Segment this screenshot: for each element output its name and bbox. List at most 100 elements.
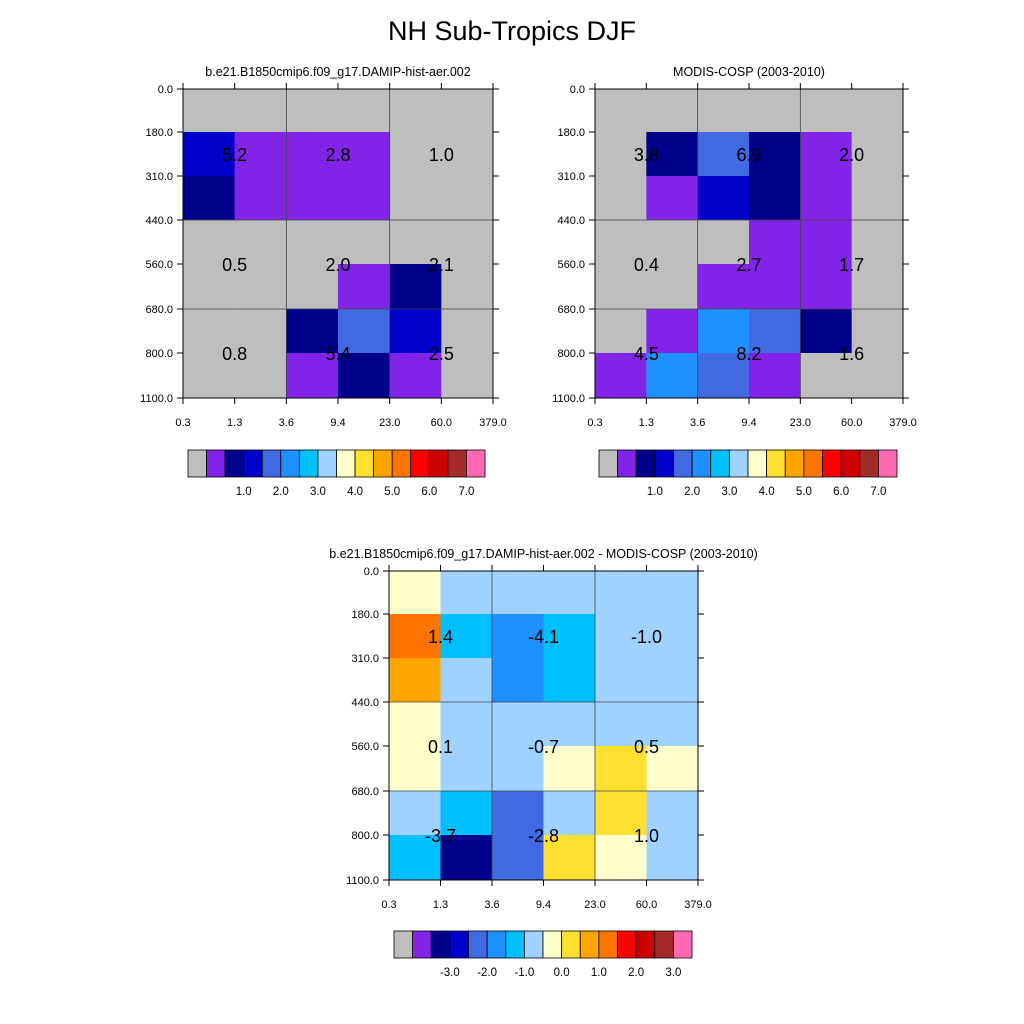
panel-title: MODIS-COSP (2003-2010) (673, 65, 825, 79)
colorbar-swatch (822, 449, 842, 478)
colorbar-swatch (728, 449, 749, 478)
heatmap-cell (851, 176, 904, 221)
heatmap-cell (646, 176, 698, 221)
heatmap-cell (749, 176, 801, 221)
y-tick-label: 800.0 (351, 830, 379, 842)
heatmap-cell (389, 746, 441, 792)
colorbar-swatch (447, 449, 467, 478)
y-tick-label: 440.0 (145, 215, 173, 227)
heatmap-cell (595, 176, 647, 221)
heatmap-cell (800, 264, 852, 310)
cell-annotation: 2.1 (429, 255, 454, 275)
heatmap-cell (234, 353, 287, 399)
colorbar-swatch (598, 449, 619, 478)
colorbar-swatch (859, 449, 879, 478)
y-tick-label: 180.0 (145, 127, 173, 139)
heatmap-cell (492, 702, 544, 747)
colorbar-swatch (317, 449, 337, 478)
colorbar-label: 5.0 (796, 486, 812, 498)
x-tick-label: 3.6 (690, 417, 705, 429)
heatmap-cell (646, 132, 698, 177)
cell-annotation: 6.9 (736, 145, 761, 165)
colorbar-swatch (206, 449, 226, 478)
heatmap-cell (646, 746, 699, 792)
x-tick-label: 60.0 (431, 417, 452, 429)
heatmap-cell (389, 353, 442, 399)
heatmap-cell (389, 571, 441, 615)
colorbar: -3.0 -2.0 -1.0 0.0 1.0 2.0 3.0 (393, 930, 693, 979)
y-tick-label: 680.0 (145, 304, 173, 316)
colorbar-swatch (803, 449, 823, 478)
x-tick-label: 23.0 (379, 417, 400, 429)
y-tick-label: 680.0 (351, 786, 379, 798)
heatmap-cell (183, 89, 235, 133)
heatmap-cell (697, 264, 750, 310)
heatmap-cell (440, 746, 493, 792)
colorbar-label: 7.0 (870, 486, 886, 498)
cell-annotation: 4.5 (634, 344, 659, 364)
heatmap-cell (492, 614, 544, 659)
colorbar-swatch (672, 930, 693, 959)
heatmap-cell (492, 746, 544, 792)
y-tick-label: 310.0 (557, 171, 585, 183)
y-tick-label: 1100.0 (346, 875, 379, 887)
x-tick-label: 0.3 (381, 899, 396, 911)
heatmap-cell (595, 353, 647, 399)
heatmap-cell (492, 791, 544, 836)
colorbar-swatch (840, 449, 861, 478)
heatmap-cell (440, 791, 493, 836)
heatmap-cell (646, 353, 698, 399)
colorbar-swatch (393, 930, 414, 959)
heatmap-cell (595, 89, 647, 133)
heatmap-cell (646, 658, 699, 703)
colorbar-label: 0.0 (554, 967, 570, 979)
heatmap-cell (440, 702, 493, 747)
x-tick-label: 379.0 (889, 417, 917, 429)
colorbar-swatch (617, 930, 637, 959)
y-tick-label: 310.0 (145, 171, 173, 183)
y-tick-label: 0.0 (364, 566, 379, 578)
x-tick-label: 9.4 (330, 417, 345, 429)
heatmap-cell (234, 132, 287, 177)
x-tick-label: 1.3 (639, 417, 654, 429)
panel-title: b.e21.B1850cmip6.f09_g17.DAMIP-hist-aer.… (205, 65, 470, 79)
colorbar: 1.0 2.0 3.0 4.0 5.0 6.0 7.0 (598, 449, 898, 498)
colorbar-swatch (430, 930, 451, 959)
heatmap-cell (851, 89, 904, 133)
colorbar-swatch (784, 449, 805, 478)
heatmap-cell (183, 132, 235, 177)
heatmap-cell (286, 132, 339, 177)
heatmap-cell (389, 264, 442, 310)
heatmap-cell (492, 658, 544, 703)
colorbar-label: -3.0 (440, 967, 460, 979)
cell-annotation: 2.0 (839, 145, 864, 165)
heatmap-cell (286, 176, 339, 221)
heatmap-cell (543, 702, 596, 747)
heatmap-cell (800, 176, 852, 221)
heatmap-cell (389, 614, 441, 659)
heatmap-cell (338, 353, 390, 399)
colorbar-label: 3.0 (721, 486, 737, 498)
cell-annotation: 8.2 (736, 344, 761, 364)
heatmap-cell (595, 309, 647, 354)
heatmap-cell (749, 132, 801, 177)
colorbar-label: 6.0 (421, 486, 437, 498)
x-tick-label: 9.4 (536, 899, 551, 911)
colorbar-swatch (766, 449, 786, 478)
colorbar-swatch (449, 930, 469, 959)
heatmap-cell (441, 353, 494, 399)
colorbar-swatch (261, 449, 282, 478)
y-tick-label: 440.0 (351, 697, 379, 709)
colorbar-swatch (673, 449, 693, 478)
heatmap-cell (646, 791, 699, 836)
heatmap-cell (851, 132, 904, 177)
heatmap-cell (595, 220, 647, 265)
heatmap-cell (543, 571, 596, 615)
heatmap-cell (389, 702, 441, 747)
cell-annotation: 3.8 (634, 145, 659, 165)
colorbar-label: 5.0 (384, 486, 400, 498)
heatmap-cell (749, 264, 801, 310)
heatmap-cell (440, 614, 493, 659)
heatmap-cell (595, 702, 647, 747)
colorbar-label: 2.0 (273, 486, 289, 498)
